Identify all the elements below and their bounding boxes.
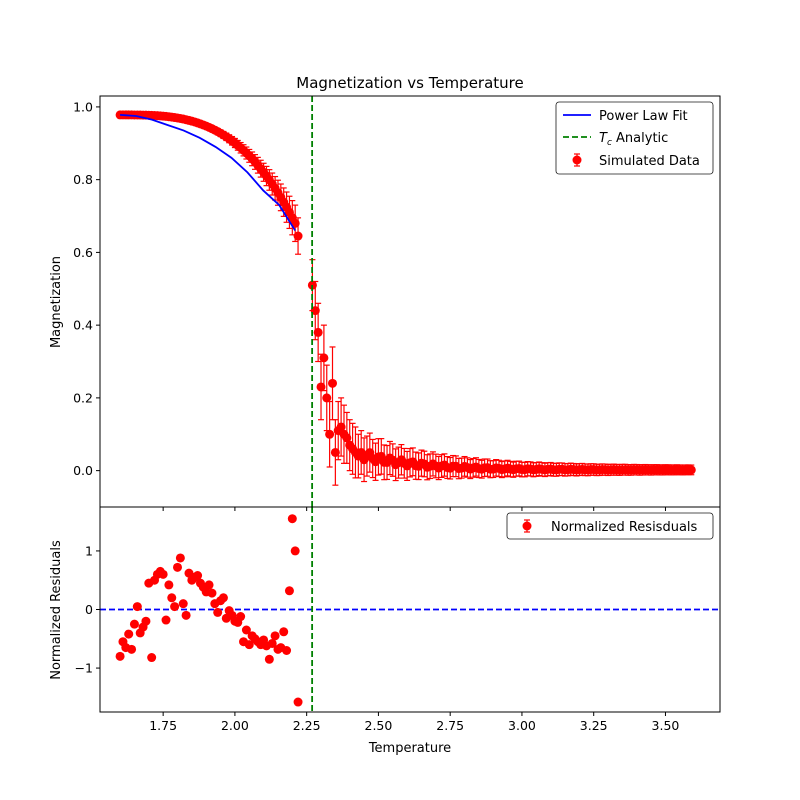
y-tick-label: 0.2 — [73, 390, 93, 405]
residual-point — [147, 653, 157, 663]
legend-tc-symbol: T — [599, 131, 608, 146]
data-point — [316, 382, 326, 392]
y-tick-label: 1.0 — [73, 99, 93, 114]
legend-tc-label: Tc Analytic — [599, 131, 668, 148]
magnetization-legend: Power Law Fit Tc Analytic Simulated Data — [555, 101, 714, 175]
residual-point — [132, 602, 142, 612]
residual-point — [290, 546, 300, 556]
residual-y-tick-label: 0 — [85, 602, 93, 617]
residuals-x-ticks: 1.75 2.00 2.25 2.50 2.75 3.00 3.25 3.50 — [149, 712, 679, 733]
residual-point — [267, 638, 277, 648]
chart-title: Magnetization vs Temperature — [296, 74, 523, 92]
power-law-fit-line — [120, 114, 296, 232]
legend-data-label: Simulated Data — [599, 154, 700, 169]
residual-point — [193, 571, 203, 581]
legend-fit-label: Power Law Fit — [599, 109, 688, 124]
residuals-panel: −1 0 1 1.75 2.00 2.25 2.50 2.75 3.00 3.25 3.50 No… — [49, 506, 721, 756]
residual-point — [287, 514, 297, 524]
legend-data-marker — [572, 155, 582, 165]
residual-point — [241, 625, 251, 635]
residual-point — [236, 612, 246, 622]
magnetization-y-axis-label: Magnetization — [49, 256, 64, 348]
data-point — [336, 422, 346, 432]
residuals-y-axis-label: Normalized Residuals — [49, 540, 64, 680]
x-tick-label: 2.00 — [221, 718, 249, 733]
residual-point — [170, 602, 180, 612]
legend-box — [556, 102, 713, 174]
residual-point — [207, 588, 217, 598]
data-point — [319, 353, 329, 363]
legend-tc-suffix: Analytic — [612, 131, 668, 146]
data-point — [330, 447, 340, 457]
legend-frame — [555, 101, 714, 175]
legend-tc-subscript: c — [607, 138, 612, 148]
data-point — [686, 465, 696, 475]
magnetization-plot-area — [115, 96, 696, 507]
residual-y-tick-label: −1 — [75, 661, 93, 676]
legend-residual-label: Normalized Resisduals — [551, 520, 698, 535]
y-tick-label: 0.0 — [73, 463, 93, 478]
residual-point — [158, 569, 168, 579]
x-tick-label: 3.00 — [508, 718, 536, 733]
residual-point — [282, 646, 292, 655]
residuals-plot-area — [100, 507, 720, 712]
magnetization-panel: Magnetization vs Temperature 0.00.20.40.… — [49, 74, 721, 511]
residual-point — [181, 610, 191, 620]
data-point — [328, 378, 337, 388]
residual-point — [129, 619, 139, 629]
residual-point — [173, 562, 182, 572]
x-tick-label: 3.25 — [580, 718, 608, 733]
residual-point — [115, 651, 125, 661]
residual-point — [124, 629, 134, 639]
x-tick-label: 3.50 — [652, 718, 680, 733]
x-axis-label: Temperature — [368, 741, 451, 756]
x-tick-label: 2.50 — [365, 718, 393, 733]
data-point — [322, 393, 332, 403]
residual-point — [161, 615, 171, 625]
residuals-y-ticks: −1 0 1 — [75, 543, 100, 676]
residual-point — [175, 553, 185, 563]
data-point — [342, 433, 352, 443]
residual-point — [264, 654, 274, 664]
legend-residual-marker — [522, 521, 532, 531]
residual-point — [167, 593, 177, 603]
residual-point — [293, 697, 303, 707]
data-point — [310, 306, 320, 316]
data-point — [293, 231, 303, 241]
residual-y-tick-label: 1 — [85, 543, 93, 558]
residual-point — [204, 580, 214, 590]
residual-point — [178, 599, 188, 609]
y-tick-label: 0.4 — [73, 318, 93, 333]
residual-point — [141, 616, 151, 626]
data-point — [313, 327, 323, 337]
residual-point — [213, 607, 223, 617]
x-tick-label: 2.75 — [436, 718, 464, 733]
residual-point — [218, 593, 228, 603]
y-tick-label: 0.8 — [73, 172, 93, 187]
residuals-legend: Normalized Resisduals — [506, 512, 714, 540]
residual-point — [164, 580, 174, 590]
magnetization-y-ticks: 0.0 0.2 0.4 0.6 0.8 1.0 — [73, 99, 666, 511]
residual-point — [270, 631, 280, 641]
y-tick-label: 0.6 — [73, 245, 93, 260]
residual-point — [279, 627, 289, 637]
x-tick-label: 2.25 — [293, 718, 321, 733]
residual-point — [284, 586, 294, 596]
x-tick-label: 1.75 — [149, 718, 177, 733]
data-point — [325, 429, 335, 439]
legend-frame-bottom — [506, 512, 714, 540]
residual-point — [127, 644, 137, 654]
residual-point — [244, 640, 254, 650]
